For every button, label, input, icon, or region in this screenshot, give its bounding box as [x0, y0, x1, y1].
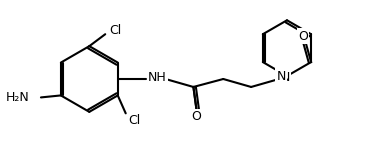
Text: Cl: Cl: [129, 114, 141, 127]
Text: Cl: Cl: [109, 24, 122, 37]
Text: H₂N: H₂N: [5, 91, 29, 104]
Text: O: O: [298, 30, 308, 43]
Text: NH: NH: [148, 70, 167, 83]
Text: N: N: [280, 70, 290, 83]
Text: N: N: [276, 69, 286, 83]
Text: O: O: [192, 110, 201, 123]
